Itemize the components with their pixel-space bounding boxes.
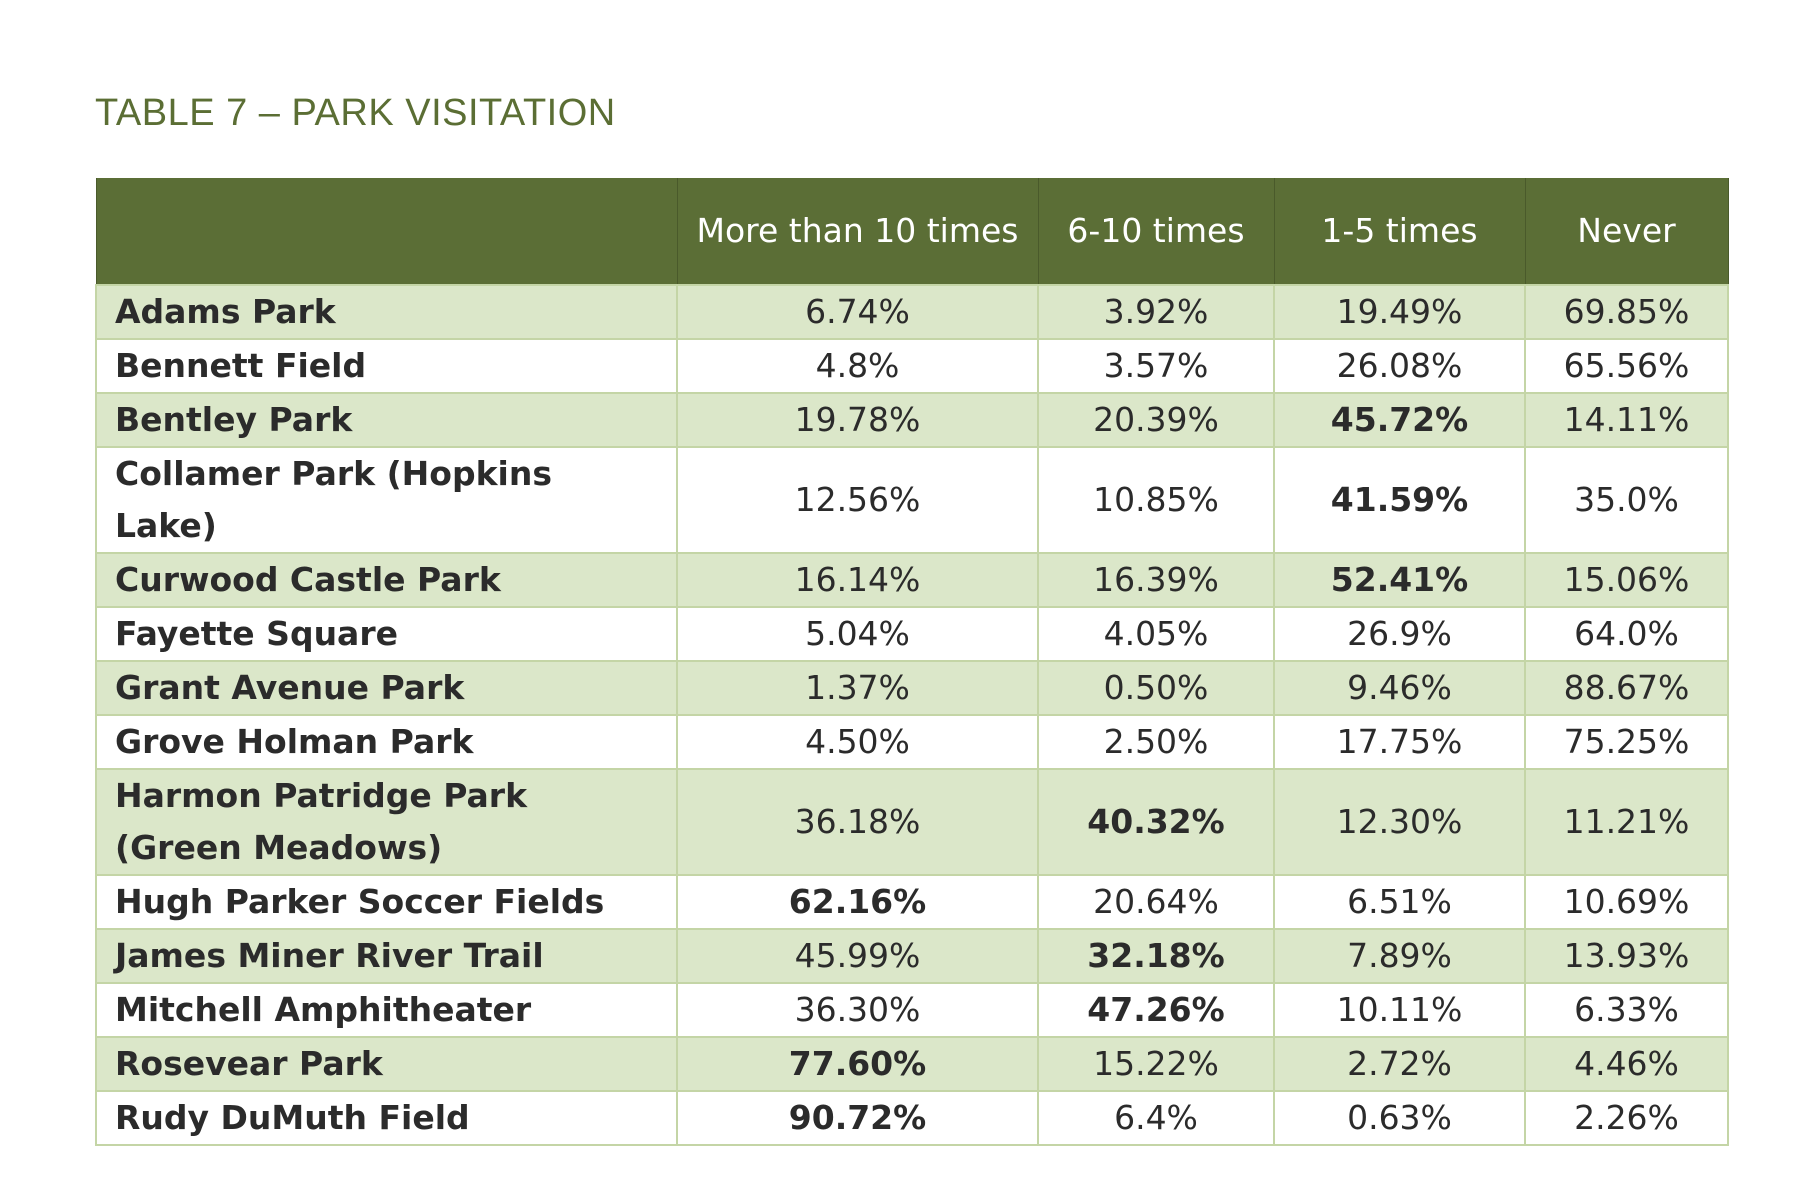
- value-cell-never: 4.46%: [1524, 1036, 1729, 1092]
- park-name-cell: Curwood Castle Park: [95, 552, 678, 608]
- value-cell-more-than-10: 1.37%: [676, 660, 1039, 716]
- value-cell-1-5: 10.11%: [1273, 982, 1526, 1038]
- value-cell-6-10: 20.64%: [1037, 874, 1275, 930]
- table-row: Fayette Square 5.04% 4.05% 26.9% 64.0%: [95, 606, 1729, 662]
- table-body: Adams Park 6.74% 3.92% 19.49% 69.85% Bennett …: [95, 284, 1729, 1146]
- value-cell-more-than-10: 4.50%: [676, 714, 1039, 770]
- table-row: Hugh Parker Soccer Fields 62.16% 20.64% 6.5…: [95, 874, 1729, 930]
- table-title: TABLE 7 – PARK VISITATION: [95, 92, 616, 134]
- value-cell-6-10: 16.39%: [1037, 552, 1275, 608]
- value-cell-1-5: 26.9%: [1273, 606, 1526, 662]
- park-name-cell: Fayette Square: [95, 606, 678, 662]
- value-cell-6-10: 32.18%: [1037, 928, 1275, 984]
- value-cell-6-10: 15.22%: [1037, 1036, 1275, 1092]
- value-cell-1-5: 0.63%: [1273, 1090, 1526, 1146]
- table-row: Grant Avenue Park 1.37% 0.50% 9.46% 88.67%: [95, 660, 1729, 716]
- park-name-cell: Mitchell Amphitheater: [95, 982, 678, 1038]
- header-1-5: 1-5 times: [1273, 178, 1526, 285]
- value-cell-6-10: 10.85%: [1037, 446, 1275, 554]
- value-cell-more-than-10: 77.60%: [676, 1036, 1039, 1092]
- value-cell-more-than-10: 12.56%: [676, 446, 1039, 554]
- value-cell-6-10: 3.92%: [1037, 284, 1275, 340]
- value-cell-6-10: 0.50%: [1037, 660, 1275, 716]
- park-visitation-table: More than 10 times 6-10 times 1-5 times …: [95, 178, 1729, 1146]
- value-cell-6-10: 47.26%: [1037, 982, 1275, 1038]
- value-cell-more-than-10: 6.74%: [676, 284, 1039, 340]
- value-cell-1-5: 26.08%: [1273, 338, 1526, 394]
- value-cell-never: 14.11%: [1524, 392, 1729, 448]
- table-row: Collamer Park (Hopkins Lake) 12.56% 10.85%…: [95, 446, 1729, 554]
- value-cell-never: 65.56%: [1524, 338, 1729, 394]
- table-header: More than 10 times 6-10 times 1-5 times …: [95, 178, 1729, 285]
- value-cell-6-10: 3.57%: [1037, 338, 1275, 394]
- value-cell-6-10: 6.4%: [1037, 1090, 1275, 1146]
- value-cell-1-5: 7.89%: [1273, 928, 1526, 984]
- value-cell-1-5: 41.59%: [1273, 446, 1526, 554]
- park-name-cell: Hugh Parker Soccer Fields: [95, 874, 678, 930]
- value-cell-1-5: 2.72%: [1273, 1036, 1526, 1092]
- value-cell-1-5: 45.72%: [1273, 392, 1526, 448]
- park-name-cell: James Miner River Trail: [95, 928, 678, 984]
- value-cell-never: 11.21%: [1524, 768, 1729, 876]
- header-park: [95, 178, 678, 285]
- table-row: Curwood Castle Park 16.14% 16.39% 52.41% 15.…: [95, 552, 1729, 608]
- value-cell-never: 35.0%: [1524, 446, 1729, 554]
- park-name-cell: Rosevear Park: [95, 1036, 678, 1092]
- value-cell-1-5: 6.51%: [1273, 874, 1526, 930]
- park-name-cell: Rudy DuMuth Field: [95, 1090, 678, 1146]
- value-cell-more-than-10: 45.99%: [676, 928, 1039, 984]
- value-cell-never: 6.33%: [1524, 982, 1729, 1038]
- table-row: James Miner River Trail 45.99% 32.18% 7.89%…: [95, 928, 1729, 984]
- value-cell-more-than-10: 19.78%: [676, 392, 1039, 448]
- value-cell-more-than-10: 90.72%: [676, 1090, 1039, 1146]
- value-cell-1-5: 17.75%: [1273, 714, 1526, 770]
- value-cell-more-than-10: 62.16%: [676, 874, 1039, 930]
- table-row: Adams Park 6.74% 3.92% 19.49% 69.85%: [95, 284, 1729, 340]
- header-row: More than 10 times 6-10 times 1-5 times …: [95, 178, 1729, 285]
- value-cell-more-than-10: 36.18%: [676, 768, 1039, 876]
- park-name-cell: Grant Avenue Park: [95, 660, 678, 716]
- value-cell-1-5: 19.49%: [1273, 284, 1526, 340]
- value-cell-never: 69.85%: [1524, 284, 1729, 340]
- value-cell-6-10: 4.05%: [1037, 606, 1275, 662]
- header-more-than-10: More than 10 times: [676, 178, 1039, 285]
- value-cell-6-10: 40.32%: [1037, 768, 1275, 876]
- value-cell-never: 64.0%: [1524, 606, 1729, 662]
- value-cell-1-5: 9.46%: [1273, 660, 1526, 716]
- table-row: Bentley Park 19.78% 20.39% 45.72% 14.11%: [95, 392, 1729, 448]
- park-name-cell: Bennett Field: [95, 338, 678, 394]
- table-row: Harmon Patridge Park (Green Meadows) 36.1…: [95, 768, 1729, 876]
- table-row: Rudy DuMuth Field 90.72% 6.4% 0.63% 2.26%: [95, 1090, 1729, 1146]
- value-cell-more-than-10: 5.04%: [676, 606, 1039, 662]
- park-name-cell: Bentley Park: [95, 392, 678, 448]
- table-row: Grove Holman Park 4.50% 2.50% 17.75% 75.25%: [95, 714, 1729, 770]
- table-row: Rosevear Park 77.60% 15.22% 2.72% 4.46%: [95, 1036, 1729, 1092]
- header-never: Never: [1524, 178, 1729, 285]
- value-cell-never: 10.69%: [1524, 874, 1729, 930]
- table-row: Mitchell Amphitheater 36.30% 47.26% 10.11% 6…: [95, 982, 1729, 1038]
- table-row: Bennett Field 4.8% 3.57% 26.08% 65.56%: [95, 338, 1729, 394]
- value-cell-6-10: 20.39%: [1037, 392, 1275, 448]
- value-cell-never: 2.26%: [1524, 1090, 1729, 1146]
- park-name-cell: Collamer Park (Hopkins Lake): [95, 446, 678, 554]
- value-cell-more-than-10: 16.14%: [676, 552, 1039, 608]
- value-cell-never: 13.93%: [1524, 928, 1729, 984]
- header-6-10: 6-10 times: [1037, 178, 1275, 285]
- value-cell-1-5: 52.41%: [1273, 552, 1526, 608]
- park-name-cell: Harmon Patridge Park (Green Meadows): [95, 768, 678, 876]
- value-cell-more-than-10: 36.30%: [676, 982, 1039, 1038]
- value-cell-never: 88.67%: [1524, 660, 1729, 716]
- value-cell-1-5: 12.30%: [1273, 768, 1526, 876]
- value-cell-6-10: 2.50%: [1037, 714, 1275, 770]
- park-name-cell: Grove Holman Park: [95, 714, 678, 770]
- value-cell-never: 15.06%: [1524, 552, 1729, 608]
- value-cell-more-than-10: 4.8%: [676, 338, 1039, 394]
- park-name-cell: Adams Park: [95, 284, 678, 340]
- value-cell-never: 75.25%: [1524, 714, 1729, 770]
